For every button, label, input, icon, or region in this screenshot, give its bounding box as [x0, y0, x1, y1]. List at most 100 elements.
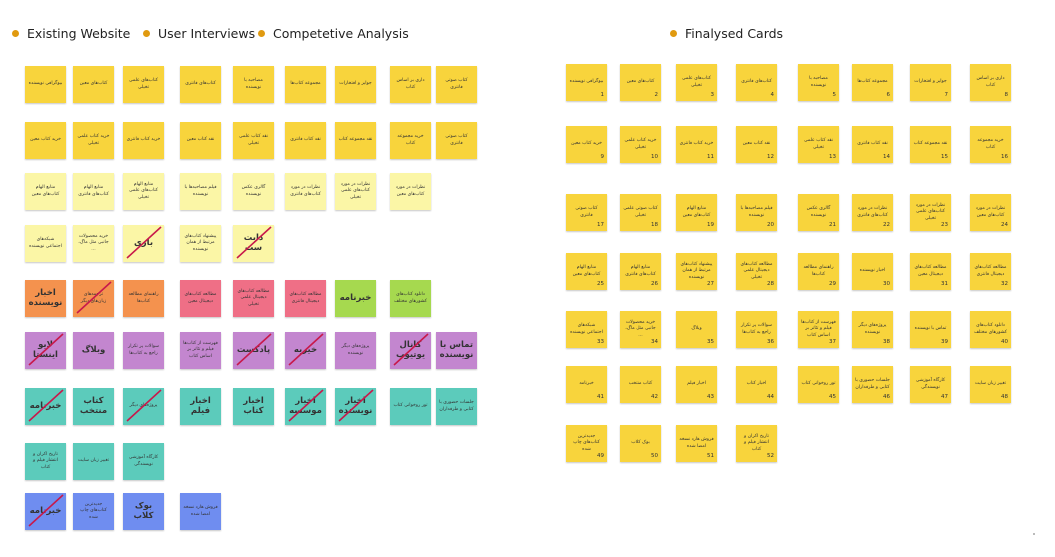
sticky-note[interactable]: نقد کتاب علمی تخیلی	[233, 122, 274, 159]
sticky-note[interactable]: پیشنهاد کتاب‌های مرتبط از همان نویسنده	[180, 225, 221, 262]
sticky-note[interactable]: خبرنامه	[25, 388, 66, 425]
finalised-card[interactable]: پیشنهاد کتاب‌های مرتبط از همان نویسنده 27	[676, 253, 717, 290]
finalised-card[interactable]: خرید کتاب فانتزی 11	[676, 126, 717, 163]
sticky-note[interactable]: مطالعه کتاب‌های دیجیتال فانتزی	[285, 280, 326, 317]
finalised-card[interactable]: بیوگرافی نویسنده 1	[566, 64, 607, 101]
sticky-note[interactable]: دانلود کتاب‌های کشورهای مختلف	[390, 280, 431, 317]
sticky-note[interactable]: سوالات پر تکرار راجع به کتاب‌ها	[123, 332, 164, 369]
finalised-card[interactable]: خرید محصولات جانبی مثل ماگ، ... 34	[620, 311, 661, 348]
sticky-note[interactable]: خبرنامه	[335, 280, 376, 317]
sticky-note[interactable]: اخبار نویسنده	[335, 388, 376, 425]
sticky-note[interactable]: کتاب منتخب	[73, 388, 114, 425]
sticky-note[interactable]: مصاحبه با نویسنده	[233, 66, 274, 103]
finalised-card[interactable]: اخبار کتاب 44	[736, 366, 777, 403]
finalised-card[interactable]: اخبار فیلم 43	[676, 366, 717, 403]
finalised-card[interactable]: کتاب صوتی علمی تخیلی 18	[620, 194, 661, 231]
sticky-note[interactable]: نظرات در مورد کتاب‌های علمی تخیلی	[335, 173, 376, 210]
sticky-note[interactable]: خرید محصولات جانبی مثل ماگ، ...	[73, 225, 114, 262]
finalised-card[interactable]: منابع الهام کتاب‌های معین 19	[676, 194, 717, 231]
finalised-card[interactable]: نقد مجموعه کتاب 15	[910, 126, 951, 163]
finalised-card[interactable]: کتاب‌های علمی تخیلی 3	[676, 64, 717, 101]
sticky-note[interactable]: ترجمه‌های زبان‌های دیگر	[73, 280, 114, 317]
finalised-card[interactable]: مطالعه کتاب‌های دیجیتال فانتزی 32	[970, 253, 1011, 290]
finalised-card[interactable]: اخبار نویسنده 30	[852, 253, 893, 290]
finalised-card[interactable]: تور روخوانی کتاب 45	[798, 366, 839, 403]
sticky-note[interactable]: نقد کتاب معین	[180, 122, 221, 159]
finalised-card[interactable]: نقد کتاب علمی تخیلی 13	[798, 126, 839, 163]
sticky-note[interactable]: خیریه	[285, 332, 326, 369]
sticky-note[interactable]: اخبار نویسنده	[25, 280, 66, 317]
sticky-note[interactable]: کتاب‌های علمی تخیلی	[123, 66, 164, 103]
finalised-card[interactable]: نقد کتاب معین 12	[736, 126, 777, 163]
sticky-note[interactable]: داری بر اساس کتاب	[390, 66, 431, 103]
finalised-card[interactable]: نقد کتاب فانتزی 14	[852, 126, 893, 163]
sticky-note[interactable]: مطالعه کتاب‌های دیجیتال علمی تخیلی	[233, 280, 274, 317]
finalised-card[interactable]: مطالعه کتاب‌های دیجیتال معین 31	[910, 253, 951, 290]
sticky-note[interactable]: اخبار فیلم	[180, 388, 221, 425]
sticky-note[interactable]: پروژه‌های دیگر	[123, 388, 164, 425]
sticky-note[interactable]: کتاب‌های فانتزی	[180, 66, 221, 103]
sticky-note[interactable]: خرید مجموعه کتاب	[390, 122, 431, 159]
sticky-note[interactable]: وبلاگ	[73, 332, 114, 369]
sticky-note[interactable]: گالری عکس نویسنده	[233, 173, 274, 210]
sticky-note[interactable]: دابت ست	[233, 225, 274, 262]
sticky-note[interactable]: بوک کلاب	[123, 493, 164, 530]
finalised-card[interactable]: کتاب‌های فانتزی 4	[736, 64, 777, 101]
finalised-card[interactable]: فیلم مصاحبه‌ها با نویسنده 20	[736, 194, 777, 231]
sticky-note[interactable]: منابع الهام کتاب‌های علمی تخیلی	[123, 173, 164, 210]
sticky-note[interactable]: پادکست	[233, 332, 274, 369]
finalised-card[interactable]: کتاب‌های معین 2	[620, 64, 661, 101]
sticky-note[interactable]: خرید کتاب علمی تخیلی	[73, 122, 114, 159]
sticky-note[interactable]: جدیدترین کتاب‌های چاپ شده	[73, 493, 114, 530]
sticky-note[interactable]: راهنمای مطالعه کتاب‌ها	[123, 280, 164, 317]
finalised-card[interactable]: کتاب منتخب 42	[620, 366, 661, 403]
finalised-card[interactable]: خرید مجموعه کتاب 16	[970, 126, 1011, 163]
sticky-note[interactable]: بیوگرافی نویسنده	[25, 66, 66, 103]
sticky-note[interactable]: نظرات در مورد کتاب‌های معین	[390, 173, 431, 210]
sticky-note[interactable]: تغییر زبان سایت	[73, 443, 114, 480]
sticky-note[interactable]: کتاب صوتی فانتزی	[436, 122, 477, 159]
finalised-card[interactable]: گالری عکس نویسنده 21	[798, 194, 839, 231]
sticky-note[interactable]: خرید کتاب فانتزی	[123, 122, 164, 159]
sticky-note[interactable]: منابع الهام کتاب‌های معین	[25, 173, 66, 210]
finalised-card[interactable]: تماس با نویسنده 39	[910, 311, 951, 348]
sticky-note[interactable]: مطالعه کتاب‌های دیجیتال معین	[180, 280, 221, 317]
sticky-note[interactable]: لایو اینستا	[25, 332, 66, 369]
finalised-card[interactable]: مصاحبه با نویسنده 5	[798, 64, 839, 101]
finalised-card[interactable]: پروژه‌های دیگر نویسنده 38	[852, 311, 893, 348]
finalised-card[interactable]: نظرات در مورد کتاب‌های معین 24	[970, 194, 1011, 231]
finalised-card[interactable]: دانلود کتاب‌های کشورهای مختلف 40	[970, 311, 1011, 348]
sticky-note[interactable]: پروژه‌های دیگر نویسنده	[335, 332, 376, 369]
finalised-card[interactable]: خبرنامه 41	[566, 366, 607, 403]
sticky-note[interactable]: کارگاه آموزشی نویسندگی	[123, 443, 164, 480]
finalised-card[interactable]: تاریخ اکران و انتشار فیلم و کتاب 52	[736, 425, 777, 462]
finalised-card[interactable]: تغییر زبان سایت 48	[970, 366, 1011, 403]
finalised-card[interactable]: مطالعه کتاب‌های دیجیتال علمی تخیلی 28	[736, 253, 777, 290]
finalised-card[interactable]: شبکه‌های اجتماعی نویسنده 33	[566, 311, 607, 348]
finalised-card[interactable]: جوایز و افتخارات 7	[910, 64, 951, 101]
sticky-note[interactable]: فهرست از کتاب‌ها فیلم و تئاتر بر اساس کت…	[180, 332, 221, 369]
finalised-card[interactable]: فهرست از کتاب‌ها فیلم و تئاتر بر اساس کت…	[798, 311, 839, 348]
finalised-card[interactable]: کتاب صوتی فانتزی 17	[566, 194, 607, 231]
finalised-card[interactable]: سوالات پر تکرار راجع به کتاب‌ها 36	[736, 311, 777, 348]
finalised-card[interactable]: جدیدترین کتاب‌های چاپ شده 49	[566, 425, 607, 462]
finalised-card[interactable]: بوک کلاب 50	[620, 425, 661, 462]
finalised-card[interactable]: داری بر اساس کتاب 8	[970, 64, 1011, 101]
sticky-note[interactable]: شبکه‌های اجتماعی نویسنده	[25, 225, 66, 262]
finalised-card[interactable]: کارگاه آموزشی نویسندگی 47	[910, 366, 951, 403]
sticky-note[interactable]: فیلم مصاحبه‌ها با نویسنده	[180, 173, 221, 210]
sticky-note[interactable]: تور روخوانی کتاب	[390, 388, 431, 425]
finalised-card[interactable]: جلسات حضوری با کتابی و طرفداران 46	[852, 366, 893, 403]
sticky-note[interactable]: نظرات در مورد کتاب‌های فانتزی	[285, 173, 326, 210]
finalised-card[interactable]: فروش هارد نسخه امضا شده 51	[676, 425, 717, 462]
finalised-card[interactable]: منابع الهام کتاب‌های فانتزی 26	[620, 253, 661, 290]
finalised-card[interactable]: خرید کتاب معین 9	[566, 126, 607, 163]
finalised-card[interactable]: منابع الهام کتاب‌های معین 25	[566, 253, 607, 290]
finalised-card[interactable]: نظرات در مورد کتاب‌های فانتزی 22	[852, 194, 893, 231]
sticky-note[interactable]: کتاب‌های معین	[73, 66, 114, 103]
sticky-note[interactable]: کتاب صوتی فانتزی	[436, 66, 477, 103]
sticky-note[interactable]: جوایز و افتخارات	[335, 66, 376, 103]
finalised-card[interactable]: راهنمای مطالعه کتاب‌ها 29	[798, 253, 839, 290]
sticky-note[interactable]: اخبار کتاب	[233, 388, 274, 425]
sticky-note[interactable]: خبرنامه	[25, 493, 66, 530]
